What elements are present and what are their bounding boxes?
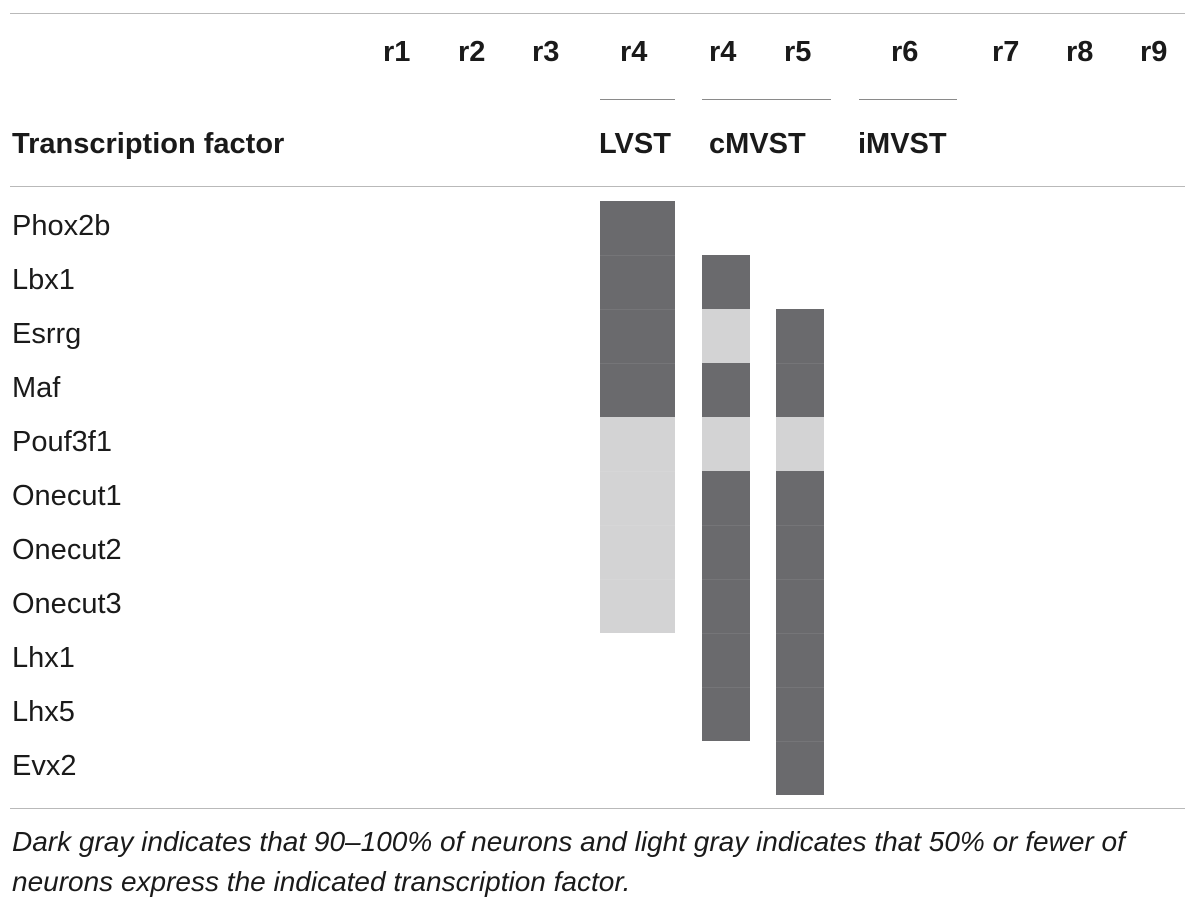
rhombomere-header-r2: r2 <box>458 36 486 68</box>
expression-cell-cmvst-r4-maf <box>702 363 750 417</box>
table-bottom-rule <box>10 808 1185 809</box>
factor-label-onecut1: Onecut1 <box>12 480 122 512</box>
table-top-rule <box>10 13 1185 14</box>
factor-label-evx2: Evx2 <box>12 750 77 782</box>
expression-cell-cmvst-r5-evx2 <box>776 741 824 795</box>
factor-label-maf: Maf <box>12 372 61 404</box>
expression-cell-cmvst-r5-pouf3f1 <box>776 417 824 471</box>
expression-cell-lvst-r4-esrrg <box>600 309 675 363</box>
rhombomere-header-r4-lvst: r4 <box>620 36 648 68</box>
rhombomere-header-r5: r5 <box>784 36 812 68</box>
rhombomere-header-r1: r1 <box>383 36 411 68</box>
expression-cell-cmvst-r4-esrrg <box>702 309 750 363</box>
expression-cell-lvst-r4-lbx1 <box>600 255 675 309</box>
expression-cell-cmvst-r5-lhx1 <box>776 633 824 687</box>
expression-cell-cmvst-r4-lhx1 <box>702 633 750 687</box>
expression-cell-cmvst-r4-onecut3 <box>702 579 750 633</box>
expression-cell-cmvst-r4-onecut2 <box>702 525 750 579</box>
expression-cell-lvst-r4-onecut1 <box>600 471 675 525</box>
factor-label-onecut2: Onecut2 <box>12 534 122 566</box>
group-label-lvst: LVST <box>599 128 671 160</box>
expression-cell-lvst-r4-phox2b <box>600 201 675 255</box>
expression-cell-lvst-r4-maf <box>600 363 675 417</box>
expression-cell-cmvst-r5-lhx5 <box>776 687 824 741</box>
header-rule <box>10 186 1185 187</box>
expression-cell-cmvst-r4-pouf3f1 <box>702 417 750 471</box>
group-label-cmvst: cMVST <box>709 128 806 160</box>
expression-cell-cmvst-r4-lhx5 <box>702 687 750 741</box>
factor-label-esrrg: Esrrg <box>12 318 82 350</box>
expression-cell-lvst-r4-onecut2 <box>600 525 675 579</box>
expression-cell-cmvst-r5-esrrg <box>776 309 824 363</box>
rhombomere-header-r7: r7 <box>992 36 1020 68</box>
rhombomere-header-r4-cmvst: r4 <box>709 36 737 68</box>
expression-cell-lvst-r4-pouf3f1 <box>600 417 675 471</box>
expression-cell-cmvst-r5-onecut1 <box>776 471 824 525</box>
expression-cell-cmvst-r4-lbx1 <box>702 255 750 309</box>
rhombomere-header-r6: r6 <box>891 36 919 68</box>
factor-label-lbx1: Lbx1 <box>12 264 75 296</box>
factor-label-lhx1: Lhx1 <box>12 642 75 674</box>
rhombomere-header-r9: r9 <box>1140 36 1168 68</box>
rhombomere-header-r8: r8 <box>1066 36 1094 68</box>
group-underline-imvst <box>859 99 957 100</box>
expression-cell-lvst-r4-onecut3 <box>600 579 675 633</box>
factor-label-pouf3f1: Pouf3f1 <box>12 426 112 458</box>
group-underline-cmvst <box>702 99 831 100</box>
column-header-transcription-factor: Transcription factor <box>12 128 285 160</box>
factor-label-phox2b: Phox2b <box>12 210 111 242</box>
expression-cell-cmvst-r4-onecut1 <box>702 471 750 525</box>
expression-cell-cmvst-r5-maf <box>776 363 824 417</box>
expression-cell-cmvst-r5-onecut2 <box>776 525 824 579</box>
factor-label-onecut3: Onecut3 <box>12 588 122 620</box>
expression-cell-cmvst-r5-onecut3 <box>776 579 824 633</box>
group-label-imvst: iMVST <box>858 128 947 160</box>
group-underline-lvst <box>600 99 675 100</box>
rhombomere-header-r3: r3 <box>532 36 560 68</box>
table-caption: Dark gray indicates that 90–100% of neur… <box>12 826 1125 897</box>
factor-label-lhx5: Lhx5 <box>12 696 75 728</box>
